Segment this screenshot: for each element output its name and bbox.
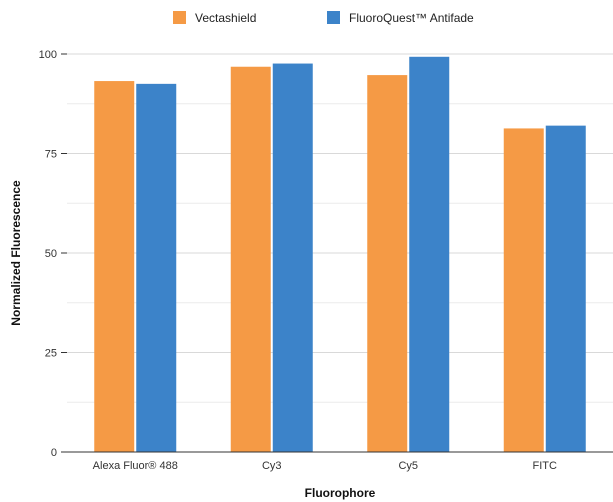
y-tick-label: 50 xyxy=(45,248,57,260)
y-tick-label: 25 xyxy=(45,348,57,360)
bar-vectashield-2 xyxy=(367,75,408,453)
x-axis-ticks: Alexa Fluor® 488 Cy3 Cy5 FITC xyxy=(93,460,557,472)
legend-label-fluoroquest: FluoroQuest™ Antifade xyxy=(349,11,474,25)
bar-fluoroquest-1 xyxy=(272,63,313,452)
x-tick-label: Alexa Fluor® 488 xyxy=(93,460,178,472)
x-tick-label: Cy5 xyxy=(398,460,418,472)
bar-vectashield-3 xyxy=(503,128,544,452)
legend-swatch-fluoroquest xyxy=(327,11,340,24)
x-tick-label: FITC xyxy=(533,460,557,472)
y-tick-label: 0 xyxy=(51,447,57,459)
bar-vectashield-1 xyxy=(230,66,271,453)
bar-fluoroquest-3 xyxy=(545,125,586,452)
legend-label-vectashield: Vectashield xyxy=(195,11,256,25)
legend: Vectashield FluoroQuest™ Antifade xyxy=(173,11,474,25)
y-axis-title: Normalized Fluorescence xyxy=(9,180,23,326)
bar-fluoroquest-2 xyxy=(409,56,450,452)
bar-fluoroquest-0 xyxy=(136,83,177,452)
bar-vectashield-0 xyxy=(94,81,135,453)
y-tick-label: 75 xyxy=(45,149,57,161)
bars xyxy=(94,56,586,453)
y-tick-label: 100 xyxy=(39,49,57,61)
y-axis-ticks: 0 25 50 75 100 xyxy=(39,49,67,459)
x-tick-label: Cy3 xyxy=(262,460,282,472)
legend-swatch-vectashield xyxy=(173,11,186,24)
x-axis-title: Fluorophore xyxy=(305,486,376,500)
